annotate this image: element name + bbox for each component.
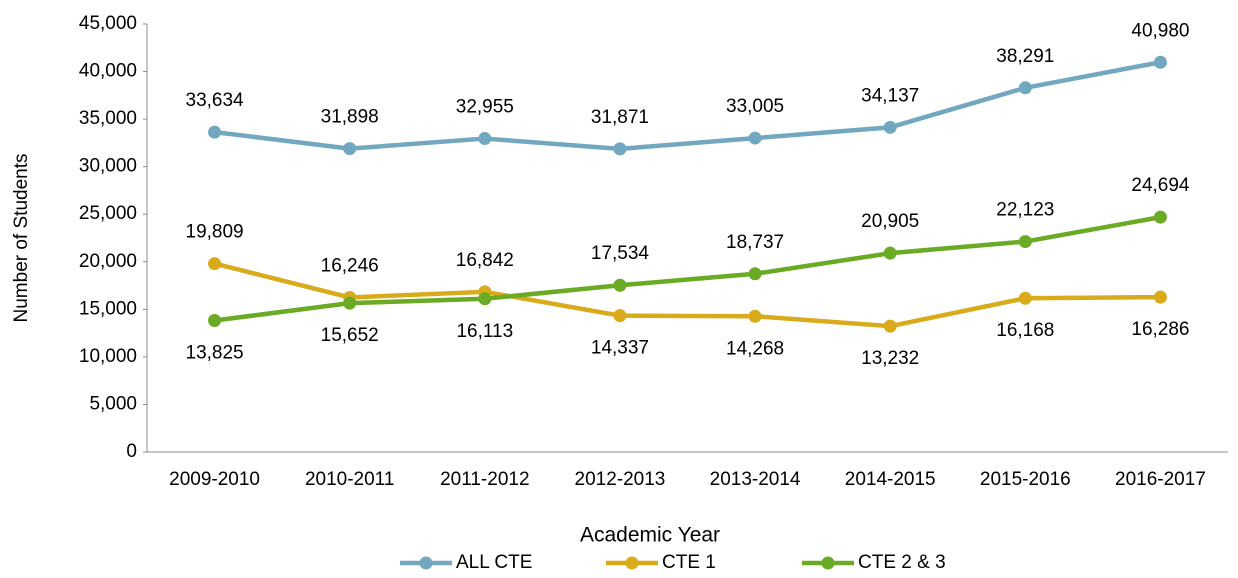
data-point [1153,210,1167,224]
data-point [1018,81,1032,95]
series-line [214,261,1161,329]
data-label: 31,898 [321,107,379,128]
data-point [1018,235,1032,249]
data-point [1018,291,1032,305]
data-label: 16,113 [456,321,513,342]
data-point [748,309,762,323]
data-label: 15,652 [321,325,379,346]
data-label: 31,871 [591,107,649,128]
y-tick-label: 10,000 [79,346,137,367]
legend-marker [625,556,639,570]
y-tick-label: 40,000 [79,61,137,82]
data-label: 14,268 [726,338,784,359]
data-label: 38,291 [996,46,1054,67]
x-tick-label: 2016-2017 [1115,469,1206,490]
data-point [208,125,222,139]
x-tick-label: 2010-2011 [305,469,394,490]
data-point [883,120,897,134]
data-point [883,319,897,333]
data-label: 34,137 [861,85,919,106]
data-point [613,278,627,292]
data-label: 24,694 [1131,175,1190,196]
y-tick-label: 20,000 [79,251,137,272]
x-tick-label: 2013-2014 [710,469,801,490]
y-tick-label: 5,000 [89,393,137,414]
data-label: 16,168 [996,320,1054,341]
series-line [214,214,1161,323]
x-tick-label: 2015-2016 [980,469,1071,490]
data-point [208,314,222,328]
data-label: 33,634 [186,90,245,111]
y-tick-label: 35,000 [79,108,137,129]
x-tick-label: 2009-2010 [169,469,260,490]
data-point [613,142,627,156]
data-label: 19,809 [186,222,244,243]
data-label: 32,955 [456,97,514,118]
data-label: 22,123 [996,200,1054,221]
y-tick-label: 0 [126,441,137,462]
y-axis-label: Number of Students [11,154,32,323]
data-point [343,296,357,310]
data-label: 40,980 [1131,20,1189,41]
legend-label: CTE 2 & 3 [858,552,946,573]
data-point [748,267,762,281]
data-point [478,132,492,146]
data-label: 13,825 [186,343,244,364]
data-label: 13,232 [861,348,919,369]
x-tick-label: 2012-2013 [575,469,666,490]
y-tick-label: 25,000 [79,203,137,224]
legend-marker [419,556,433,570]
data-label: 16,246 [321,255,379,276]
x-tick-label: 2014-2015 [845,469,936,490]
data-point [208,257,222,271]
y-tick-label: 30,000 [79,156,137,177]
data-label: 20,905 [861,211,919,232]
legend-label: ALL CTE [456,552,532,573]
legend-marker [821,556,835,570]
data-label: 16,286 [1131,319,1189,340]
data-point [343,142,357,156]
data-point [1153,55,1167,69]
series-line [214,60,1161,152]
y-tick-label: 15,000 [79,298,137,319]
x-axis-label: Academic Year [580,524,720,547]
data-label: 18,737 [726,232,784,253]
data-label: 33,005 [726,96,784,117]
data-point [748,131,762,145]
data-label: 17,534 [591,243,650,264]
data-point [883,246,897,260]
data-point [478,292,492,306]
data-label: 16,842 [456,250,514,271]
data-point [613,309,627,323]
x-tick-label: 2011-2012 [440,469,529,490]
y-tick-label: 45,000 [79,13,137,34]
data-point [1153,290,1167,304]
data-label: 14,337 [591,338,649,359]
legend-label: CTE 1 [662,552,716,573]
